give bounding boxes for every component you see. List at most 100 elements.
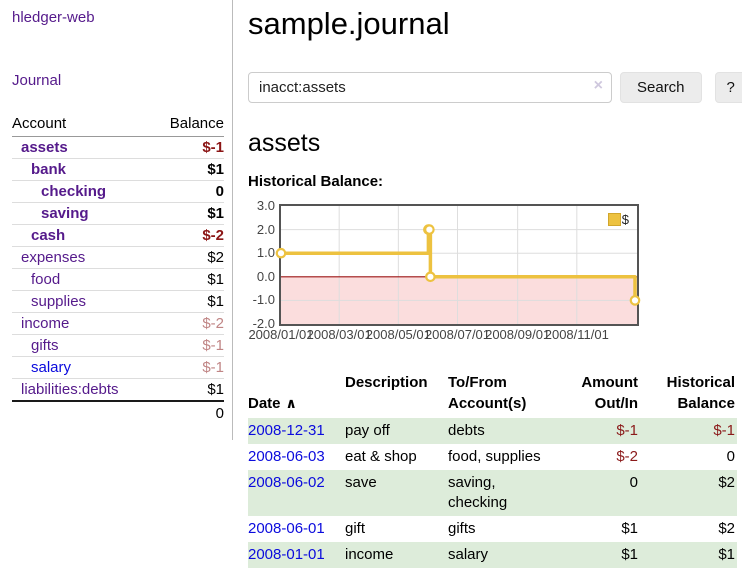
x-axis-tick-label: 2008/01/01 bbox=[248, 327, 314, 342]
accounts-table: Account Balance assets $-1 bank $1 check… bbox=[12, 115, 224, 425]
account-link-income[interactable]: income bbox=[21, 315, 70, 332]
account-balance: $-1 bbox=[202, 359, 224, 376]
transaction-description: income bbox=[345, 546, 394, 563]
help-button[interactable]: ? bbox=[714, 72, 742, 103]
register-row: 2008-06-03 eat & shop food, supplies $-2… bbox=[248, 444, 737, 470]
transaction-accounts: gifts bbox=[448, 520, 476, 537]
chart-legend: $ bbox=[607, 212, 629, 227]
data-point-marker bbox=[425, 271, 436, 283]
transaction-date-link[interactable]: 2008-12-31 bbox=[248, 422, 325, 439]
transaction-date-link[interactable]: 2008-06-02 bbox=[248, 474, 325, 491]
account-link-bank[interactable]: bank bbox=[31, 161, 67, 178]
account-link-food[interactable]: food bbox=[31, 271, 61, 288]
transaction-accounts: debts bbox=[448, 422, 485, 439]
account-link-salary[interactable]: salary bbox=[31, 359, 72, 376]
account-link-saving[interactable]: saving bbox=[41, 205, 89, 222]
account-row-food: food $1 bbox=[12, 268, 224, 291]
y-axis-tick-label: 2.0 bbox=[256, 221, 275, 237]
account-balance: $2 bbox=[207, 249, 224, 266]
account-link-expenses[interactable]: expenses bbox=[21, 249, 86, 266]
register-row: 2008-12-31 pay off debts $-1 $-1 bbox=[248, 418, 737, 444]
transaction-amount: $1 bbox=[621, 520, 638, 537]
accounts-header-row: Account Balance bbox=[12, 115, 224, 137]
account-link-cash[interactable]: cash bbox=[31, 227, 66, 244]
account-balance: 0 bbox=[215, 183, 224, 200]
x-axis-tick-label: 2008/05/01 bbox=[365, 327, 431, 342]
sidebar: hledger-web Journal Account Balance asse… bbox=[0, 0, 233, 440]
accounts-header-balance: Balance bbox=[152, 115, 224, 137]
account-row-expenses: expenses $2 bbox=[12, 246, 224, 269]
accounts-header-account: Account bbox=[12, 115, 153, 137]
account-balance: $-1 bbox=[202, 337, 224, 354]
accounts-total-value: 0 bbox=[215, 405, 224, 422]
account-link-assets[interactable]: assets bbox=[21, 139, 68, 156]
transaction-balance: $2 bbox=[718, 474, 735, 491]
transaction-description: gift bbox=[345, 520, 366, 537]
register-header-description: Description bbox=[345, 374, 428, 391]
account-row-assets: assets $-1 bbox=[12, 137, 224, 159]
x-axis-tick-label: 2008/03/01 bbox=[306, 327, 372, 342]
account-row-checking: checking 0 bbox=[12, 180, 224, 203]
chart-title: Historical Balance: bbox=[248, 173, 384, 190]
account-row-cash: cash $-2 bbox=[12, 224, 224, 247]
date-header-label: Date bbox=[248, 395, 281, 412]
account-row-income: income $-2 bbox=[12, 312, 224, 335]
app-title-link[interactable]: hledger-web bbox=[12, 9, 95, 26]
transaction-date-link[interactable]: 2008-01-01 bbox=[248, 546, 325, 563]
clear-search-icon[interactable]: × bbox=[593, 77, 603, 94]
register-header-amount: Amount Out/In bbox=[581, 374, 638, 412]
x-axis-tick-label: 2008/11/01 bbox=[544, 327, 609, 342]
y-axis-tick-label: -1.0 bbox=[252, 292, 275, 308]
account-balance: $1 bbox=[207, 293, 224, 310]
data-point-marker bbox=[424, 224, 435, 235]
register-header-balance: Historical Balance bbox=[666, 374, 735, 412]
register-row: 2008-06-02 save saving, checking 0 $2 bbox=[248, 470, 737, 516]
account-link-supplies[interactable]: supplies bbox=[31, 293, 87, 310]
account-row-supplies: supplies $1 bbox=[12, 290, 224, 313]
transaction-date-link[interactable]: 2008-06-03 bbox=[248, 448, 325, 465]
account-row-liabilities-debts: liabilities:debts $1 bbox=[12, 378, 224, 402]
transaction-balance: 0 bbox=[726, 448, 735, 465]
data-point-marker bbox=[629, 295, 641, 306]
y-axis-tick-label: -2.0 bbox=[252, 316, 275, 331]
data-point-marker bbox=[275, 247, 287, 259]
chart-plot-area: $ bbox=[275, 204, 641, 326]
page-title: sample.journal bbox=[248, 6, 450, 41]
accounts-total-row: 0 bbox=[12, 401, 224, 425]
sidebar-item-journal[interactable]: Journal bbox=[12, 72, 62, 89]
x-axis-tick-label: 2008/09/01 bbox=[485, 327, 551, 342]
account-link-liabilities-debts[interactable]: liabilities:debts bbox=[21, 381, 119, 398]
account-balance: $1 bbox=[207, 271, 224, 288]
historical-balance-chart: $ 3.0 2.0 1.0 0.0 -1.0 -2.0 2008/01/01 2008/03/… bbox=[248, 199, 648, 345]
main-content: sample.journal × Search ? assets Histori… bbox=[233, 0, 742, 568]
account-row-bank: bank $1 bbox=[12, 158, 224, 181]
y-axis-tick-label: 0.0 bbox=[256, 268, 275, 284]
register-header-date[interactable]: Date ∧ bbox=[248, 371, 345, 418]
account-heading: assets bbox=[248, 129, 321, 157]
account-row-saving: saving $1 bbox=[12, 202, 224, 225]
transaction-balance: $-1 bbox=[713, 422, 735, 439]
account-balance: $1 bbox=[207, 161, 224, 178]
sort-ascending-icon: ∧ bbox=[285, 395, 297, 411]
legend-label: $ bbox=[621, 212, 629, 227]
search-input[interactable] bbox=[248, 72, 612, 103]
account-link-checking[interactable]: checking bbox=[41, 183, 107, 200]
account-balance: $-1 bbox=[202, 139, 224, 156]
transaction-amount: $-1 bbox=[616, 422, 638, 439]
transaction-date-link[interactable]: 2008-06-01 bbox=[248, 520, 325, 537]
transaction-accounts: saving, checking bbox=[448, 474, 508, 511]
transaction-balance: $1 bbox=[718, 546, 735, 563]
account-link-gifts[interactable]: gifts bbox=[31, 337, 59, 354]
chart-canvas bbox=[275, 206, 641, 324]
register-table: Date ∧ Description To/From Account(s) Amo… bbox=[248, 371, 737, 568]
account-balance: $1 bbox=[207, 381, 224, 398]
search-button[interactable]: Search bbox=[620, 72, 702, 103]
transaction-accounts: salary bbox=[448, 546, 489, 563]
account-row-salary: salary $-1 bbox=[12, 356, 224, 379]
x-axis-tick-label: 2008/07/01 bbox=[424, 327, 491, 342]
account-balance: $-2 bbox=[202, 315, 224, 332]
y-axis-tick-label: 1.0 bbox=[256, 245, 275, 261]
register-header-row: Date ∧ Description To/From Account(s) Amo… bbox=[248, 371, 737, 418]
transaction-description: pay off bbox=[345, 422, 390, 439]
account-balance: $1 bbox=[207, 205, 224, 222]
